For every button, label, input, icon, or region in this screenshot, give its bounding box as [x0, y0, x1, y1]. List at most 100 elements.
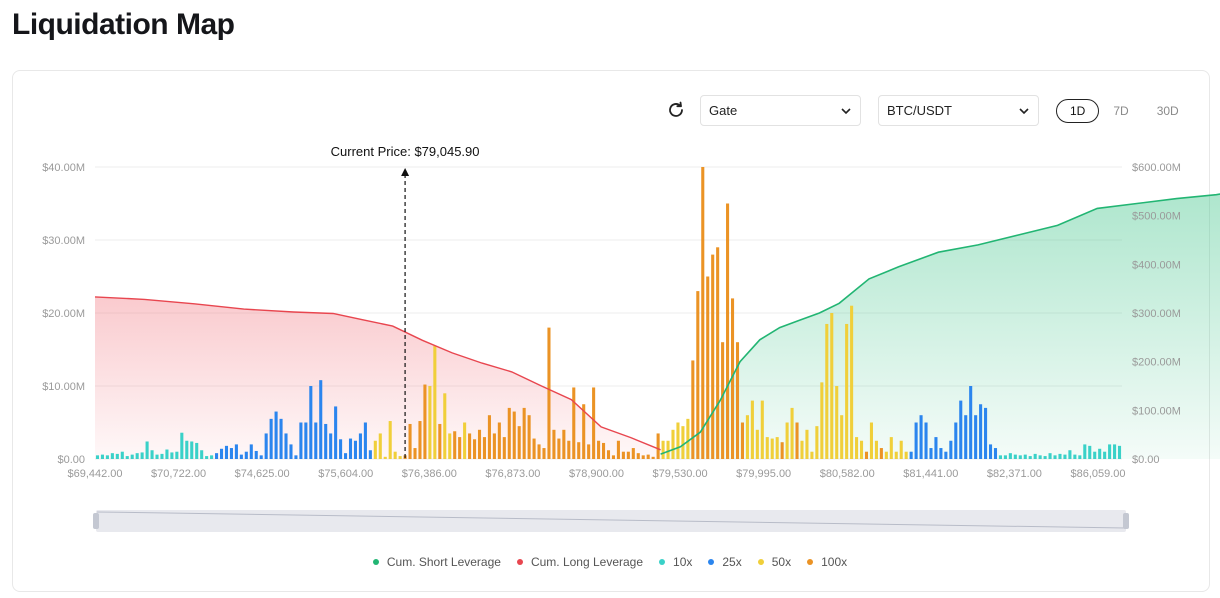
legend-label: 100x [821, 555, 848, 569]
bar-10x [115, 453, 119, 459]
range-30d-button[interactable]: 30D [1156, 104, 1179, 118]
bar-50x [820, 382, 824, 459]
bar-100x [646, 454, 650, 459]
bar-100x [468, 433, 472, 459]
cum-long-area [95, 296, 661, 459]
legend-item-10x[interactable]: 10x [659, 555, 692, 569]
bar-10x [165, 449, 169, 459]
bar-100x [418, 421, 422, 459]
exchange-select[interactable]: Gate [700, 95, 861, 126]
bar-10x [195, 442, 199, 459]
bar-100x [577, 442, 581, 459]
bar-10x [1038, 455, 1042, 459]
bar-10x [1053, 455, 1057, 459]
bar-100x [879, 448, 883, 459]
bar-100x [562, 429, 566, 459]
bar-25x [234, 444, 238, 459]
bar-10x [145, 441, 149, 459]
cumulative-lines [94, 193, 1220, 455]
bar-100x [482, 437, 487, 459]
bar-10x [1113, 444, 1117, 459]
pair-select-value: BTC/USDT [887, 103, 952, 118]
bar-100x [413, 448, 417, 459]
cumulative-areas [95, 194, 1220, 459]
bar-50x [681, 426, 685, 459]
bar-25x [319, 380, 323, 459]
bar-50x [398, 456, 402, 459]
legend-label: 25x [722, 555, 742, 569]
bar-25x [254, 450, 258, 459]
bar-25x [919, 415, 923, 459]
bar-10x [190, 441, 194, 459]
bar-100x [626, 451, 630, 459]
legend-item-100x[interactable]: 100x [807, 555, 847, 569]
bar-50x [750, 400, 754, 459]
bar-25x [219, 448, 224, 459]
bar-100x [423, 384, 427, 459]
bar-100x [473, 439, 477, 459]
bar-25x [324, 423, 328, 459]
bar-10x [1003, 455, 1007, 459]
bar-100x [527, 415, 531, 459]
range-7d-button[interactable]: 7D [1113, 104, 1129, 118]
legend-dot [659, 559, 666, 565]
chart-legend: Cum. Short Leverage Cum. Long Leverage 1… [0, 555, 1220, 569]
bar-10x [1117, 445, 1122, 459]
bar-100x [492, 433, 496, 459]
bar-25x [274, 411, 278, 459]
legend-dot [807, 559, 814, 565]
refresh-icon[interactable] [666, 100, 686, 120]
bar-100x [656, 433, 660, 459]
bar-25x [264, 433, 268, 459]
bar-100x [438, 423, 442, 459]
bar-25x [979, 404, 983, 459]
bar-25x [929, 448, 933, 459]
exchange-select-value: Gate [709, 103, 738, 118]
bar-25x [224, 445, 229, 459]
bar-100x [721, 342, 725, 459]
bar-25x [984, 407, 988, 459]
bar-25x [974, 415, 978, 459]
bar-100x [537, 444, 541, 459]
bar-25x [934, 437, 938, 459]
left-axis-tick-label: $20.00M [42, 308, 85, 320]
page-title: Liquidation Map [12, 8, 235, 41]
bar-25x [215, 453, 219, 459]
range-1d-button[interactable]: 1D [1056, 99, 1100, 123]
bar-50x [835, 386, 839, 459]
bar-10x [1013, 454, 1017, 459]
bar-50x [825, 323, 829, 459]
legend-item-25x[interactable]: 25x [708, 555, 742, 569]
bar-100x [592, 387, 596, 459]
zoom-slider[interactable] [93, 510, 1129, 532]
legend-dot [708, 559, 715, 565]
bar-25x [964, 415, 968, 459]
bar-10x [140, 452, 144, 459]
bar-100x [611, 455, 615, 459]
bar-10x [170, 452, 174, 459]
pair-select[interactable]: BTC/USDT [878, 95, 1039, 126]
bar-10x [185, 440, 189, 459]
cum-short-area [660, 194, 1220, 459]
current-price-label: Current Price: $79,045.90 [331, 144, 480, 159]
bar-25x [939, 448, 943, 459]
bar-10x [998, 455, 1002, 459]
legend-label: Cum. Short Leverage [386, 555, 501, 569]
legend-item-50x[interactable]: 50x [757, 555, 791, 569]
bar-50x [770, 438, 774, 459]
bar-100x [706, 276, 710, 459]
bar-50x [800, 440, 804, 459]
bar-50x [889, 437, 893, 459]
chevron-down-icon [841, 107, 851, 114]
right-axis-tick-label: $200.00M [1132, 357, 1181, 369]
legend-item-cum-short[interactable]: Cum. Short Leverage [372, 555, 501, 569]
bar-50x [805, 429, 809, 459]
legend-item-cum-long[interactable]: Cum. Long Leverage [516, 555, 643, 569]
left-axis-tick-label: $10.00M [42, 381, 85, 393]
legend-dot [516, 559, 523, 565]
bar-25x [339, 439, 343, 459]
bar-100x [522, 407, 526, 459]
bar-10x [1068, 450, 1072, 459]
x-axis-tick-label: $79,995.00 [736, 468, 791, 480]
bar-10x [1028, 456, 1032, 459]
